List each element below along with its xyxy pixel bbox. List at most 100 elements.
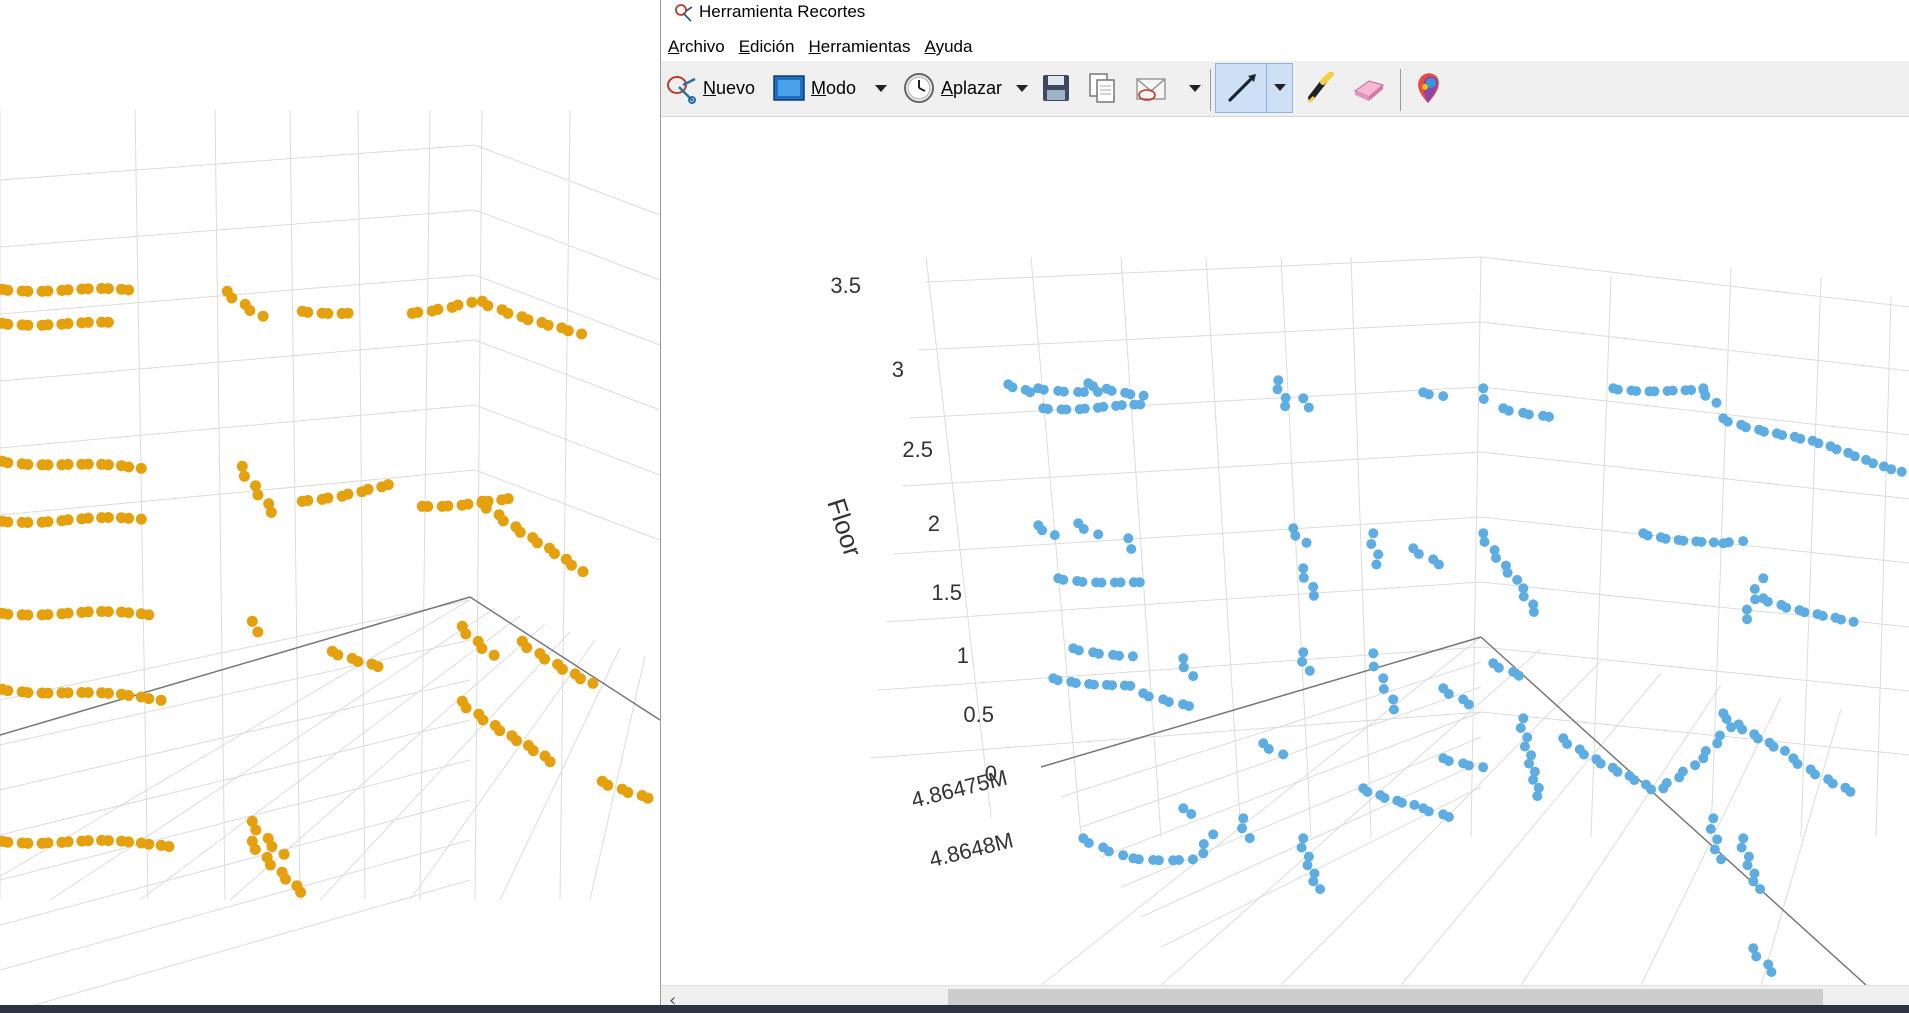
scatter-point <box>1388 704 1399 715</box>
grid-line <box>474 144 660 216</box>
highlighter-icon <box>1307 72 1334 104</box>
scatter-point <box>1463 760 1474 771</box>
grid-line <box>1480 321 1909 372</box>
scatter-point <box>1038 384 1049 395</box>
grid-line <box>1205 256 1242 838</box>
scatter-point <box>1612 384 1623 395</box>
scatter-point <box>123 512 135 524</box>
delay-dropdown-arrow[interactable] <box>1016 85 1028 92</box>
scatter-point <box>1443 812 1454 822</box>
scatter-point <box>226 292 238 304</box>
left-3d-scatter-plot[interactable] <box>0 0 660 1005</box>
scatter-point <box>62 514 74 526</box>
scatter-point <box>2 836 14 848</box>
scatter-point <box>1712 738 1723 749</box>
menu-edicion[interactable]: Edición <box>738 37 795 56</box>
scatter-point <box>1163 697 1174 707</box>
scatter-point <box>1174 855 1184 865</box>
scatter-point <box>1115 577 1126 588</box>
title-bar[interactable]: Herramienta Recortes <box>661 0 1909 24</box>
scatter-point <box>1443 689 1454 699</box>
scatter-point <box>1368 528 1379 539</box>
grid-line <box>1480 256 1909 308</box>
menu-herramientas[interactable]: Herramientas <box>808 37 911 56</box>
grid-line <box>1480 386 1909 436</box>
scatter-point <box>1007 382 1018 393</box>
scatter-point <box>62 458 74 470</box>
pen-tool-group[interactable] <box>1215 63 1293 113</box>
toolbar: Nuevo Modo Aplazar <box>661 61 1909 117</box>
scrollbar-thumb[interactable] <box>948 989 1823 1007</box>
scatter-point <box>1366 539 1377 549</box>
scatter-point <box>1479 536 1490 547</box>
scatter-point <box>22 609 34 621</box>
grid-line <box>917 321 1482 351</box>
scatter-point <box>422 501 434 512</box>
scatter-point <box>1433 559 1444 570</box>
axis-line <box>469 596 660 721</box>
scatter-point <box>332 649 344 661</box>
scatter-point <box>1052 675 1063 686</box>
scatter-point <box>1763 959 1774 970</box>
scatter-point <box>1096 577 1107 588</box>
copy-button[interactable] <box>1087 67 1117 109</box>
snip-canvas[interactable]: 3.5 3 2.5 2 1.5 1 0.5 0 Floor 4.86475M 4… <box>661 117 1909 985</box>
scatter-point <box>82 283 94 295</box>
delay-button[interactable]: Aplazar <box>903 67 1002 109</box>
scatter-point <box>2 284 14 296</box>
scroll-left-arrow-icon[interactable]: ‹ <box>669 990 677 1010</box>
mode-dropdown-arrow[interactable] <box>875 85 887 92</box>
mode-button[interactable]: Modo <box>773 67 856 109</box>
scatter-point <box>1388 694 1399 705</box>
grid-line <box>1640 696 1782 985</box>
scatter-point <box>460 702 472 714</box>
scatter-point <box>1143 691 1154 702</box>
scatter-point <box>1308 590 1319 601</box>
scatter-point <box>102 687 114 699</box>
scatter-point <box>1125 389 1136 400</box>
grid-line <box>893 516 1482 555</box>
right-3d-scatter-plot[interactable]: 3.5 3 2.5 2 1.5 1 0.5 0 Floor 4.86475M 4… <box>661 117 1909 985</box>
scatter-point <box>1759 426 1769 437</box>
snipping-tool-window[interactable]: Herramienta Recortes Archivo Edición Her… <box>660 0 1909 1010</box>
pen-dropdown-arrow[interactable] <box>1274 84 1286 91</box>
pen-group-divider <box>1266 64 1267 112</box>
scatter-point <box>1378 684 1389 694</box>
scatter-point <box>82 458 94 470</box>
scatter-point <box>1379 793 1390 803</box>
menu-archivo[interactable]: Archivo <box>668 37 725 56</box>
highlighter-button[interactable] <box>1305 67 1337 109</box>
scatter-point <box>82 316 94 328</box>
send-email-button[interactable] <box>1135 67 1169 109</box>
scatter-point <box>155 694 167 706</box>
eraser-button[interactable] <box>1351 67 1387 109</box>
scatter-point <box>1118 850 1129 861</box>
scatter-point <box>102 835 114 847</box>
scatter-point <box>1368 661 1379 672</box>
scatter-point <box>502 307 514 319</box>
grid-line <box>357 109 366 901</box>
grid-line <box>0 839 471 971</box>
pen-icon[interactable] <box>1226 72 1260 104</box>
scatter-point <box>352 656 364 667</box>
left-plot-axes <box>0 596 660 736</box>
scatter-point <box>1512 574 1523 585</box>
send-dropdown-arrow[interactable] <box>1189 85 1201 92</box>
scatter-point <box>322 492 334 504</box>
scatter-point <box>143 609 155 621</box>
new-snip-icon <box>667 76 696 104</box>
left-3d-scatter-panel[interactable] <box>0 0 660 1005</box>
paint3d-button[interactable] <box>1413 67 1443 109</box>
scatter-point <box>123 461 135 473</box>
grid-line <box>319 631 571 901</box>
scatter-point <box>1738 833 1749 844</box>
save-button[interactable] <box>1041 67 1071 109</box>
scatter-point <box>1280 401 1291 412</box>
grid-line <box>33 879 471 1005</box>
scatter-point <box>1532 791 1543 802</box>
scatter-point <box>1298 563 1309 574</box>
menu-ayuda[interactable]: Ayuda <box>924 37 973 56</box>
scatter-point <box>480 502 492 514</box>
new-snip-button[interactable]: Nuevo <box>665 67 755 109</box>
scatter-point <box>1751 951 1762 962</box>
